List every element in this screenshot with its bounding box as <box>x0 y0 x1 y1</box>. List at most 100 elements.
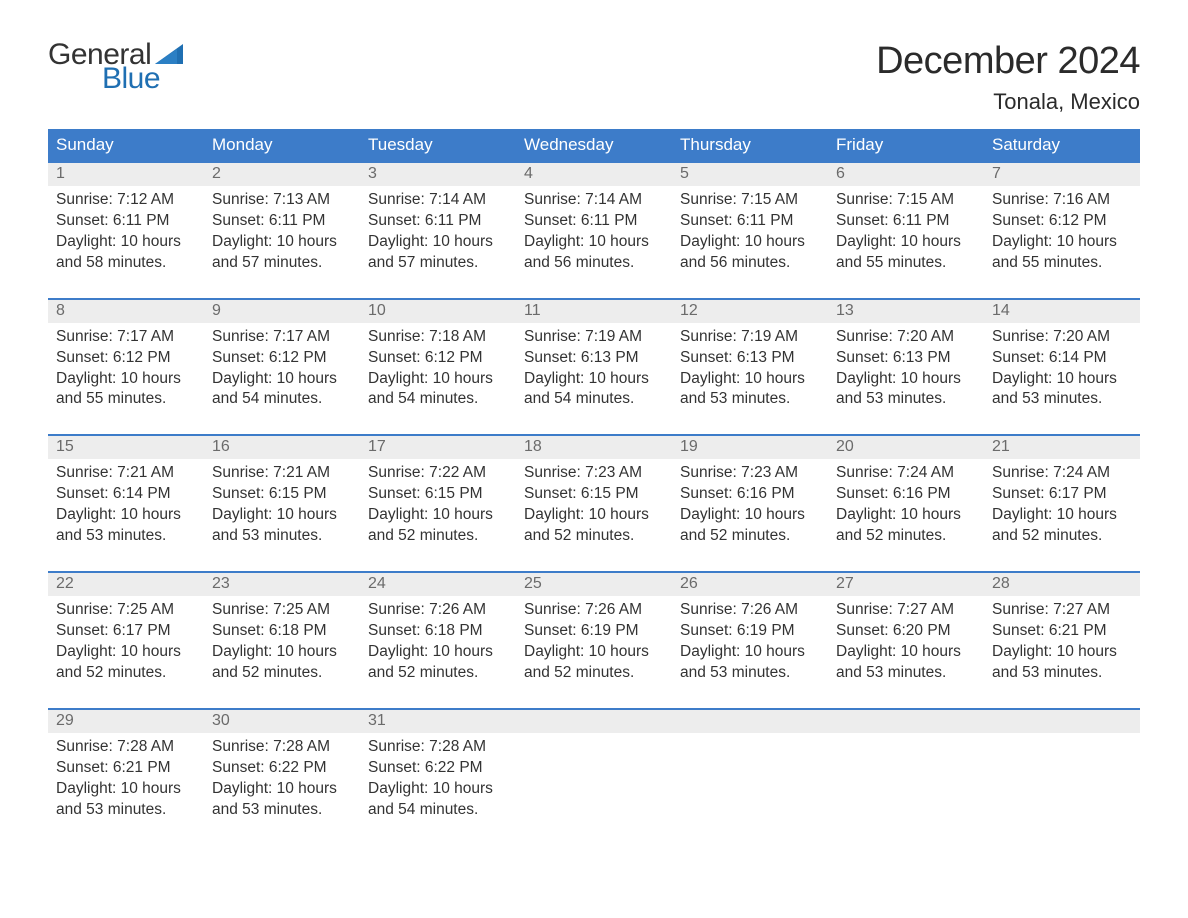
day-cell <box>828 733 984 831</box>
day-number: 15 <box>48 436 204 459</box>
day-day1: Daylight: 10 hours <box>836 642 976 663</box>
day-sunrise: Sunrise: 7:28 AM <box>368 737 508 758</box>
daynum-row: 15161718192021 <box>48 436 1140 459</box>
day-day1: Daylight: 10 hours <box>992 505 1132 526</box>
day-day2: and 52 minutes. <box>992 526 1132 547</box>
day-number: 5 <box>672 163 828 186</box>
day-sunset: Sunset: 6:21 PM <box>992 621 1132 642</box>
day-cell: Sunrise: 7:25 AMSunset: 6:18 PMDaylight:… <box>204 596 360 694</box>
day-day2: and 53 minutes. <box>56 526 196 547</box>
day-sunset: Sunset: 6:16 PM <box>680 484 820 505</box>
day-sunset: Sunset: 6:13 PM <box>680 348 820 369</box>
day-day1: Daylight: 10 hours <box>836 505 976 526</box>
day-day2: and 52 minutes. <box>212 663 352 684</box>
day-day1: Daylight: 10 hours <box>212 369 352 390</box>
day-sunset: Sunset: 6:19 PM <box>680 621 820 642</box>
day-day2: and 53 minutes. <box>212 526 352 547</box>
day-day2: and 53 minutes. <box>992 389 1132 410</box>
day-cell: Sunrise: 7:14 AMSunset: 6:11 PMDaylight:… <box>360 186 516 284</box>
day-sunset: Sunset: 6:11 PM <box>836 211 976 232</box>
day-day1: Daylight: 10 hours <box>836 232 976 253</box>
day-sunrise: Sunrise: 7:14 AM <box>368 190 508 211</box>
day-cell: Sunrise: 7:21 AMSunset: 6:15 PMDaylight:… <box>204 459 360 557</box>
day-cell: Sunrise: 7:28 AMSunset: 6:21 PMDaylight:… <box>48 733 204 831</box>
day-sunset: Sunset: 6:11 PM <box>680 211 820 232</box>
day-day2: and 55 minutes. <box>56 389 196 410</box>
day-sunrise: Sunrise: 7:26 AM <box>680 600 820 621</box>
day-sunset: Sunset: 6:16 PM <box>836 484 976 505</box>
day-number: 18 <box>516 436 672 459</box>
calendar: Sunday Monday Tuesday Wednesday Thursday… <box>48 129 1140 830</box>
day-sunrise: Sunrise: 7:26 AM <box>368 600 508 621</box>
day-number <box>984 710 1140 733</box>
day-sunset: Sunset: 6:14 PM <box>992 348 1132 369</box>
day-number: 10 <box>360 300 516 323</box>
day-day1: Daylight: 10 hours <box>212 505 352 526</box>
day-day2: and 52 minutes. <box>836 526 976 547</box>
day-sunrise: Sunrise: 7:19 AM <box>680 327 820 348</box>
day-day1: Daylight: 10 hours <box>56 369 196 390</box>
day-number: 21 <box>984 436 1140 459</box>
day-cell: Sunrise: 7:25 AMSunset: 6:17 PMDaylight:… <box>48 596 204 694</box>
day-sunrise: Sunrise: 7:17 AM <box>56 327 196 348</box>
day-sunset: Sunset: 6:22 PM <box>212 758 352 779</box>
day-day2: and 54 minutes. <box>368 800 508 821</box>
day-day2: and 56 minutes. <box>680 253 820 274</box>
day-cell: Sunrise: 7:14 AMSunset: 6:11 PMDaylight:… <box>516 186 672 284</box>
flag-icon <box>155 44 183 64</box>
day-day1: Daylight: 10 hours <box>992 232 1132 253</box>
day-cell: Sunrise: 7:22 AMSunset: 6:15 PMDaylight:… <box>360 459 516 557</box>
day-day2: and 53 minutes. <box>680 389 820 410</box>
day-day2: and 52 minutes. <box>56 663 196 684</box>
day-number: 30 <box>204 710 360 733</box>
day-sunrise: Sunrise: 7:19 AM <box>524 327 664 348</box>
day-cell: Sunrise: 7:28 AMSunset: 6:22 PMDaylight:… <box>360 733 516 831</box>
day-sunset: Sunset: 6:12 PM <box>368 348 508 369</box>
day-sunrise: Sunrise: 7:23 AM <box>680 463 820 484</box>
day-cell: Sunrise: 7:21 AMSunset: 6:14 PMDaylight:… <box>48 459 204 557</box>
day-day2: and 55 minutes. <box>836 253 976 274</box>
day-number: 14 <box>984 300 1140 323</box>
day-number: 16 <box>204 436 360 459</box>
day-cell: Sunrise: 7:28 AMSunset: 6:22 PMDaylight:… <box>204 733 360 831</box>
day-day1: Daylight: 10 hours <box>56 232 196 253</box>
day-number: 31 <box>360 710 516 733</box>
day-sunrise: Sunrise: 7:25 AM <box>212 600 352 621</box>
day-number: 27 <box>828 573 984 596</box>
day-day2: and 53 minutes. <box>680 663 820 684</box>
day-day2: and 52 minutes. <box>368 663 508 684</box>
daynum-row: 22232425262728 <box>48 573 1140 596</box>
day-sunset: Sunset: 6:14 PM <box>56 484 196 505</box>
day-sunset: Sunset: 6:11 PM <box>368 211 508 232</box>
week-row: 891011121314Sunrise: 7:17 AMSunset: 6:12… <box>48 298 1140 421</box>
day-day2: and 54 minutes. <box>368 389 508 410</box>
day-cell: Sunrise: 7:20 AMSunset: 6:14 PMDaylight:… <box>984 323 1140 421</box>
logo-word2: Blue <box>102 64 183 94</box>
week-row: 15161718192021Sunrise: 7:21 AMSunset: 6:… <box>48 434 1140 557</box>
day-number: 3 <box>360 163 516 186</box>
day-sunrise: Sunrise: 7:26 AM <box>524 600 664 621</box>
dow-monday: Monday <box>204 129 360 161</box>
day-sunset: Sunset: 6:11 PM <box>524 211 664 232</box>
day-cell: Sunrise: 7:24 AMSunset: 6:17 PMDaylight:… <box>984 459 1140 557</box>
day-day1: Daylight: 10 hours <box>680 505 820 526</box>
week-row: 1234567Sunrise: 7:12 AMSunset: 6:11 PMDa… <box>48 161 1140 284</box>
day-sunset: Sunset: 6:17 PM <box>992 484 1132 505</box>
day-cell: Sunrise: 7:15 AMSunset: 6:11 PMDaylight:… <box>672 186 828 284</box>
day-cell: Sunrise: 7:19 AMSunset: 6:13 PMDaylight:… <box>516 323 672 421</box>
day-cell: Sunrise: 7:17 AMSunset: 6:12 PMDaylight:… <box>204 323 360 421</box>
day-sunrise: Sunrise: 7:18 AM <box>368 327 508 348</box>
day-sunset: Sunset: 6:15 PM <box>524 484 664 505</box>
day-sunrise: Sunrise: 7:23 AM <box>524 463 664 484</box>
day-sunrise: Sunrise: 7:24 AM <box>836 463 976 484</box>
day-cell: Sunrise: 7:15 AMSunset: 6:11 PMDaylight:… <box>828 186 984 284</box>
dow-tuesday: Tuesday <box>360 129 516 161</box>
day-sunset: Sunset: 6:13 PM <box>524 348 664 369</box>
day-number: 19 <box>672 436 828 459</box>
day-cell: Sunrise: 7:27 AMSunset: 6:20 PMDaylight:… <box>828 596 984 694</box>
day-sunrise: Sunrise: 7:15 AM <box>680 190 820 211</box>
day-sunset: Sunset: 6:13 PM <box>836 348 976 369</box>
day-sunset: Sunset: 6:11 PM <box>212 211 352 232</box>
day-cell <box>672 733 828 831</box>
day-number: 25 <box>516 573 672 596</box>
